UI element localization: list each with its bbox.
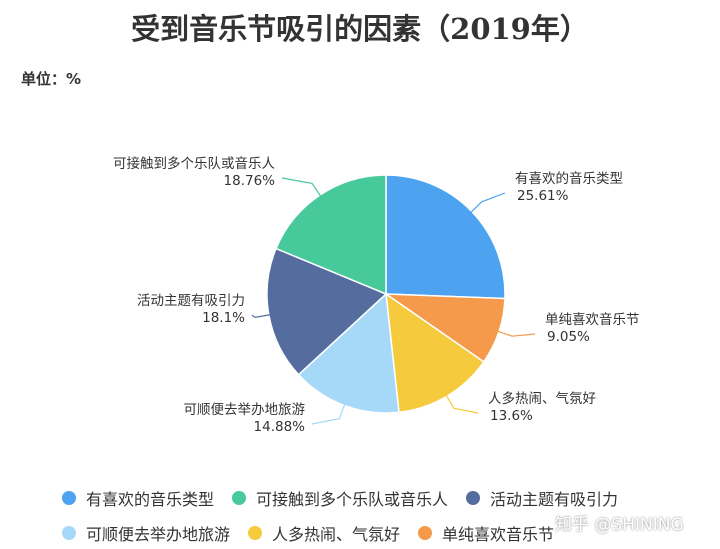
watermark: 知乎 @SHINING — [555, 515, 684, 535]
slice-value-label: 9.05% — [547, 329, 590, 345]
legend-item: 单纯喜欢音乐节 — [418, 521, 554, 545]
slice-value-label: 14.88% — [254, 419, 306, 435]
legend-label: 可接触到多个乐队或音乐人 — [256, 490, 449, 509]
slice-value-label: 25.61% — [517, 188, 569, 204]
legend-item: 可顺便去举办地旅游 — [62, 521, 230, 545]
slice-name-label: 可顺便去举办地旅游 — [184, 402, 306, 418]
legend-dot-icon — [466, 491, 481, 505]
pie-slice — [385, 174, 506, 300]
legend-label: 有喜欢的音乐类型 — [86, 490, 215, 509]
leader-line — [496, 330, 536, 337]
legend-dot-icon — [232, 491, 247, 505]
legend-label: 可顺便去举办地旅游 — [86, 525, 231, 544]
chart-title: 受到音乐节吸引的因素（2019年） — [131, 12, 589, 46]
legend-item: 活动主题有吸引力 — [466, 486, 618, 510]
slice-name-label: 有喜欢的音乐类型 — [515, 170, 623, 187]
legend-item: 人多热闹、气氛好 — [248, 521, 400, 545]
slice-name-label: 人多热闹、气氛好 — [488, 390, 596, 407]
legend-item: 可接触到多个乐队或音乐人 — [232, 486, 448, 510]
slice-value-label: 13.6% — [490, 408, 533, 424]
legend-dot-icon — [248, 526, 263, 540]
legend-dot-icon — [62, 526, 76, 540]
slice-name-label: 可接触到多个乐队或音乐人 — [113, 155, 275, 172]
slice-value-label: 18.76% — [224, 173, 276, 189]
legend-dot-icon — [62, 491, 76, 505]
leader-line — [445, 394, 479, 414]
legend-label: 单纯喜欢音乐节 — [442, 525, 555, 544]
leader-line — [281, 177, 322, 198]
leader-line — [311, 403, 346, 425]
slice-name-label: 活动主题有吸引力 — [137, 293, 245, 309]
legend-label: 人多热闹、气氛好 — [272, 525, 401, 544]
slice-name-label: 单纯喜欢音乐节 — [545, 311, 640, 328]
leader-line — [469, 192, 506, 214]
unit-label: 单位：% — [21, 70, 82, 88]
chart-legend: 有喜欢的音乐类型 可接触到多个乐队或音乐人 活动主题有吸引力可顺便去举办地旅游 人多热… — [62, 486, 720, 545]
legend-label: 活动主题有吸引力 — [490, 490, 619, 509]
slice-value-label: 18.1% — [202, 310, 245, 326]
leader-line — [251, 314, 271, 319]
legend-item: 有喜欢的音乐类型 — [62, 486, 214, 510]
legend-dot-icon — [418, 526, 433, 540]
